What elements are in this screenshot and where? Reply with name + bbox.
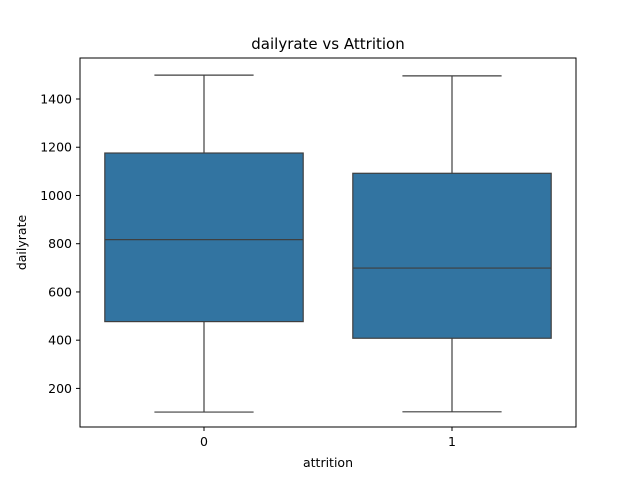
y-tick-label: 600 <box>48 284 72 299</box>
y-tick-label: 400 <box>48 333 72 348</box>
y-tick-label: 1400 <box>40 92 72 107</box>
y-tick-label: 800 <box>48 236 72 251</box>
x-axis-label: attrition <box>303 455 353 470</box>
iqr-box <box>104 152 304 323</box>
iqr-box <box>352 172 552 339</box>
y-axis-label: dailyrate <box>14 215 29 271</box>
plot-area-frame <box>79 57 577 428</box>
y-tick-label: 200 <box>48 381 72 396</box>
y-tick-label: 1200 <box>40 140 72 155</box>
box-0 <box>104 74 304 413</box>
box-1 <box>352 75 552 413</box>
x-tick-label: 0 <box>200 434 208 449</box>
y-tick-label: 1000 <box>40 188 72 203</box>
y-axis: 200 400 600 800 1000 1200 1400 <box>40 92 80 396</box>
box-group <box>104 74 552 413</box>
chart-title: dailyrate vs Attrition <box>251 35 404 53</box>
x-tick-label: 1 <box>448 434 456 449</box>
